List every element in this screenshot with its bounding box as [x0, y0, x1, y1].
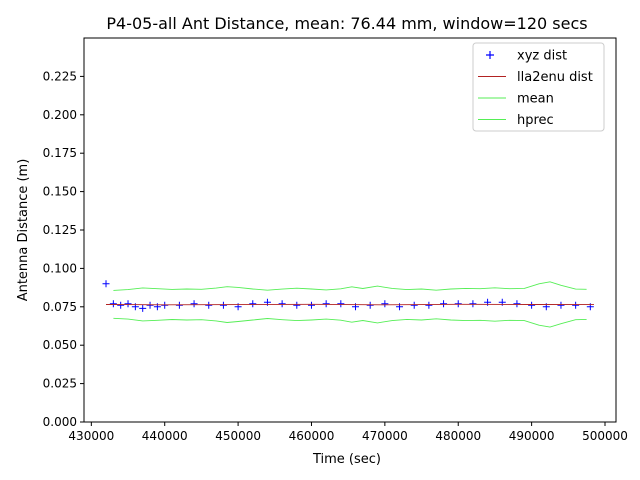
xyz-dist-marker [469, 300, 477, 308]
mean-line [113, 281, 587, 291]
x-axis-label: Time (sec) [312, 452, 381, 467]
y-tick-label: 0.175 [43, 146, 77, 160]
legend: xyz dist lla2enu dist mean hprec [472, 42, 605, 132]
y-tick-label: 0.025 [43, 377, 77, 391]
xyz-dist-marker [307, 301, 315, 309]
lla2enu-dist-line [105, 303, 595, 306]
y-tick-label: 0.000 [43, 415, 77, 429]
y-axis-label: Antenna Distance (m) [16, 159, 31, 302]
x-tick-label: 440000 [142, 429, 188, 443]
xyz-dist-marker [109, 300, 117, 308]
xyz-dist-marker [161, 301, 169, 309]
x-tick-label: 450000 [215, 429, 261, 443]
xyz-dist-marker [528, 301, 536, 309]
hprec-line [113, 317, 587, 328]
xyz-dist-marker [293, 301, 301, 309]
y-tick-label: 0.225 [43, 69, 77, 83]
xyz-dist-marker [205, 301, 213, 309]
xyz-dist-marker [219, 301, 227, 309]
xyz-dist-marker [146, 301, 154, 309]
xyz-dist-marker [102, 280, 110, 288]
xyz-dist-marker [440, 300, 448, 308]
xyz-dist-marker [190, 300, 198, 308]
series-xyz-dist [102, 280, 594, 312]
xyz-dist-marker [557, 301, 565, 309]
x-tick-label: 460000 [289, 429, 335, 443]
x-tick-label: 500000 [582, 429, 628, 443]
series-hprec [113, 317, 587, 328]
x-tick-label: 470000 [362, 429, 408, 443]
xyz-dist-marker [322, 300, 330, 308]
xyz-dist-marker [366, 301, 374, 309]
legend-box [472, 42, 605, 132]
y-tick-label: 0.125 [43, 223, 77, 237]
chart-title: P4-05-all Ant Distance, mean: 76.44 mm, … [106, 14, 587, 33]
x-axis: 430000 440000 450000 460000 470000 480000 4900… [68, 422, 628, 443]
xyz-dist-marker [124, 300, 132, 308]
x-tick-label: 480000 [435, 429, 481, 443]
y-tick-label: 0.075 [43, 300, 77, 314]
xyz-dist-marker [410, 301, 418, 309]
y-tick-label: 0.150 [43, 185, 77, 199]
legend-label: lla2enu dist [517, 70, 593, 85]
plot-series-group [102, 280, 595, 328]
y-tick-label: 0.050 [43, 338, 77, 352]
xyz-dist-marker [337, 300, 345, 308]
xyz-dist-marker [117, 301, 125, 309]
xyz-dist-marker [249, 300, 257, 308]
legend-label: xyz dist [517, 49, 567, 64]
xyz-dist-marker [278, 300, 286, 308]
xyz-dist-marker [381, 300, 389, 308]
legend-label: mean [517, 92, 554, 107]
xyz-dist-marker [513, 300, 521, 308]
y-tick-label: 0.100 [43, 261, 77, 275]
xyz-dist-marker [425, 301, 433, 309]
x-tick-label: 490000 [509, 429, 555, 443]
legend-label: hprec [517, 113, 554, 128]
xyz-dist-marker [454, 300, 462, 308]
y-tick-label: 0.200 [43, 108, 77, 122]
y-axis: 0.000 0.025 0.050 0.075 0.100 0.125 0.150 0.175… [43, 69, 84, 429]
series-mean [113, 281, 587, 291]
legend-marker [486, 51, 494, 59]
x-tick-label: 430000 [68, 429, 114, 443]
xyz-dist-marker [572, 301, 580, 309]
series-lla2enu-dist [105, 303, 595, 306]
xyz-dist-marker [175, 301, 183, 309]
xyz-dist-marker [139, 304, 147, 312]
